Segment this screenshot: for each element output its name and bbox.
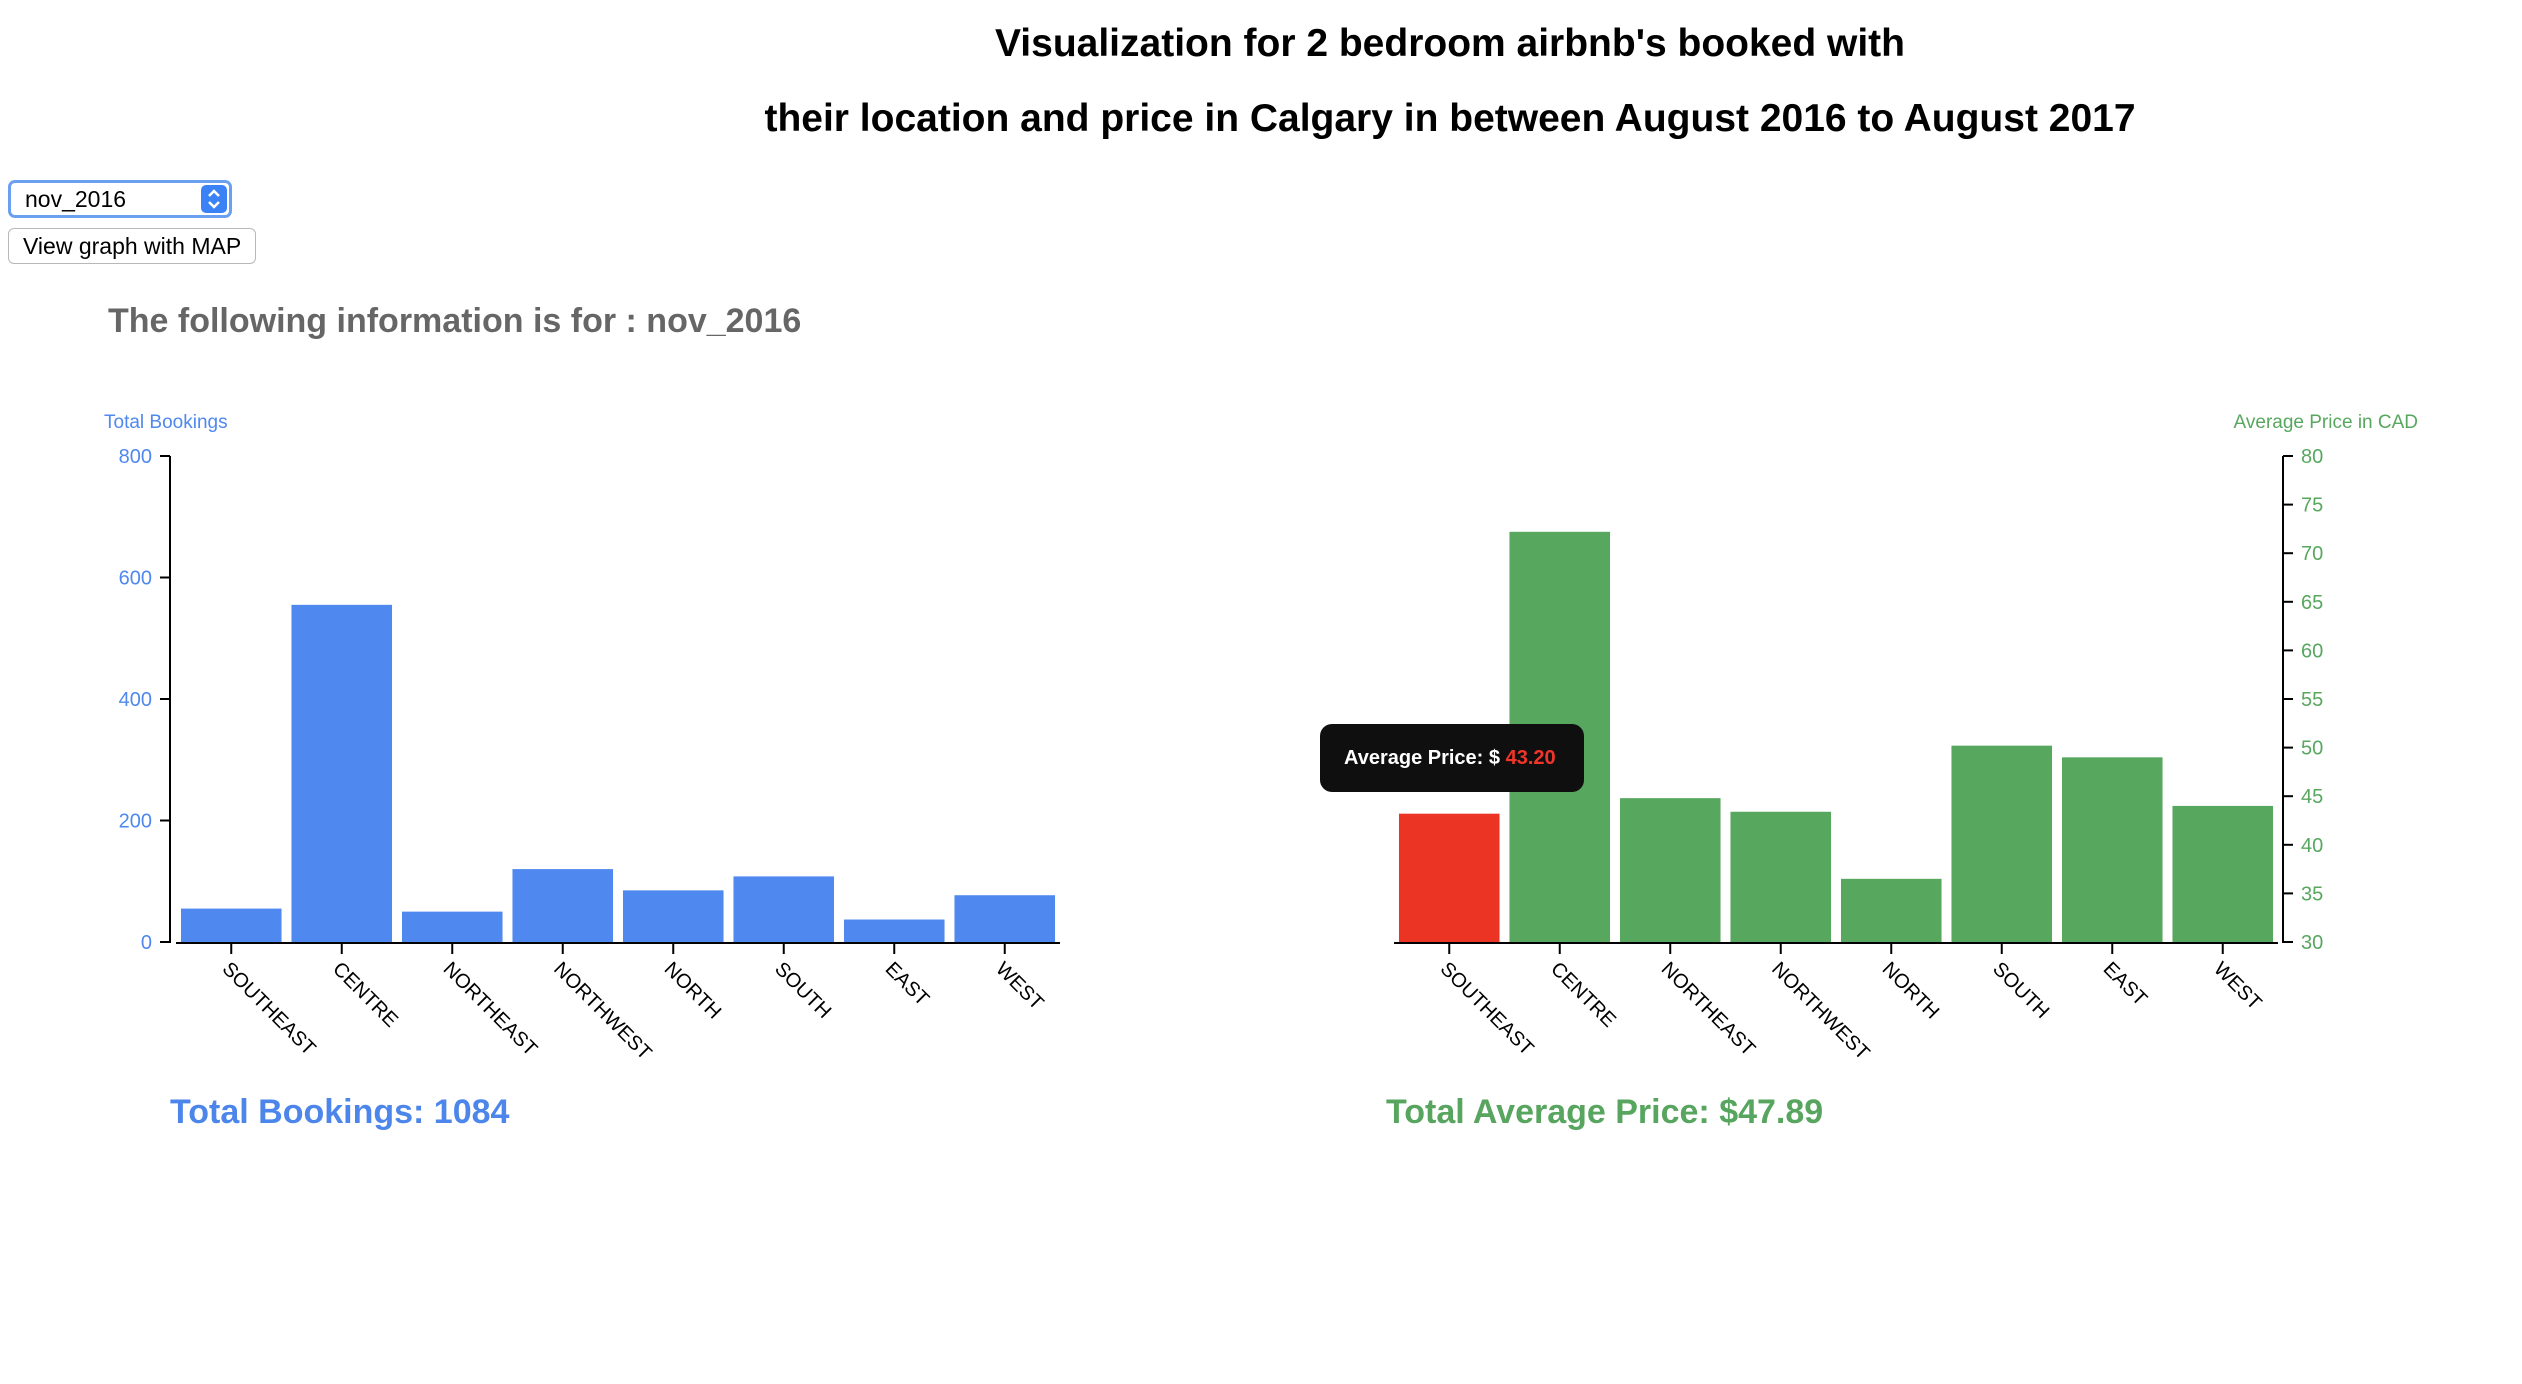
bookings-bar-southeast (180, 908, 282, 942)
price-y-tick-label: 65 (2301, 592, 2323, 614)
price-bar-north (1840, 878, 1942, 942)
bookings-x-tick-label-northwest: NORTHWEST (549, 958, 655, 1064)
total-bookings-label: Total Bookings: 1084 (170, 1093, 510, 1131)
month-select[interactable]: nov_2016 (8, 180, 232, 218)
price-bar-west (2172, 805, 2274, 942)
price-bar-northwest (1730, 811, 1832, 942)
price-x-tick-label-south: SOUTH (1988, 958, 2053, 1023)
bookings-bar-north (622, 890, 724, 942)
total-average-price-label: Total Average Price: $47.89 (1386, 1093, 1824, 1131)
bookings-x-tick-label-south: SOUTH (770, 958, 835, 1023)
bookings-y-tick-label: 200 (119, 811, 152, 833)
page-title-line-2: their location and price in Calgary in b… (764, 97, 2136, 140)
bookings-y-tick-label: 600 (119, 568, 152, 590)
bookings-x-tick-label-west: WEST (991, 958, 1047, 1014)
bookings-y-tick-label: 0 (141, 932, 152, 954)
price-x-tick-label-southeast: SOUTHEAST (1436, 958, 1538, 1060)
info-month: nov_2016 (646, 302, 802, 340)
tooltip-label: Average Price: $ (1344, 747, 1506, 769)
price-y-tick-label: 35 (2301, 883, 2323, 905)
bookings-x-tick-label-centre: CENTRE (328, 958, 402, 1032)
bookings-bar-northwest (512, 869, 614, 942)
price-y-tick-label: 45 (2301, 786, 2323, 808)
bookings-y-axis-label: Total Bookings (104, 412, 228, 433)
price-y-tick-label: 50 (2301, 738, 2323, 760)
bookings-x-tick-label-southeast: SOUTHEAST (218, 958, 320, 1060)
price-y-axis-label: Average Price in CAD (2234, 412, 2418, 433)
info-heading: The following information is for : nov_2… (108, 302, 801, 341)
price-y-tick-label: 80 (2301, 446, 2323, 468)
price-bar-east (2061, 757, 2163, 942)
bookings-x-tick-label-north: NORTH (660, 958, 726, 1024)
bookings-bar-centre (291, 604, 393, 942)
price-bar-northeast (1619, 798, 1721, 942)
price-y-tick-label: 40 (2301, 835, 2323, 857)
price-tooltip: Average Price: $ 43.20 (1320, 724, 1584, 792)
price-x-tick-label-east: EAST (2099, 958, 2152, 1011)
bookings-y-tick-label: 400 (119, 689, 152, 711)
price-y-tick-label: 55 (2301, 689, 2323, 711)
price-x-tick-label-west: WEST (2209, 958, 2265, 1014)
bookings-bar-east (843, 919, 945, 942)
chevron-updown-icon[interactable] (201, 185, 227, 213)
bookings-y-tick-label: 800 (119, 446, 152, 468)
bookings-x-tick-label-northeast: NORTHEAST (439, 958, 542, 1061)
tooltip-value: 43.20 (1505, 747, 1556, 769)
info-prefix: The following information is for : (108, 302, 647, 340)
bookings-x-tick-label-east: EAST (881, 958, 934, 1011)
price-x-tick-label-centre: CENTRE (1546, 958, 1620, 1032)
price-y-tick-label: 60 (2301, 640, 2323, 662)
price-x-tick-label-northeast: NORTHEAST (1657, 958, 1760, 1061)
bookings-bar-west (954, 895, 1056, 942)
bookings-bar-south (733, 876, 835, 942)
page-title-line-1: Visualization for 2 bedroom airbnb's boo… (995, 22, 1905, 65)
price-x-tick-label-northwest: NORTHWEST (1767, 958, 1873, 1064)
price-bar-southeast (1398, 813, 1500, 942)
bookings-bar-northeast (401, 911, 503, 942)
price-bar-south (1951, 745, 2053, 942)
price-y-tick-label: 75 (2301, 495, 2323, 517)
price-y-tick-label: 30 (2301, 932, 2323, 954)
price-y-tick-label: 70 (2301, 543, 2323, 565)
view-map-button[interactable]: View graph with MAP (8, 228, 257, 264)
price-x-tick-label-north: NORTH (1878, 958, 1944, 1024)
month-select-value: nov_2016 (25, 186, 127, 212)
